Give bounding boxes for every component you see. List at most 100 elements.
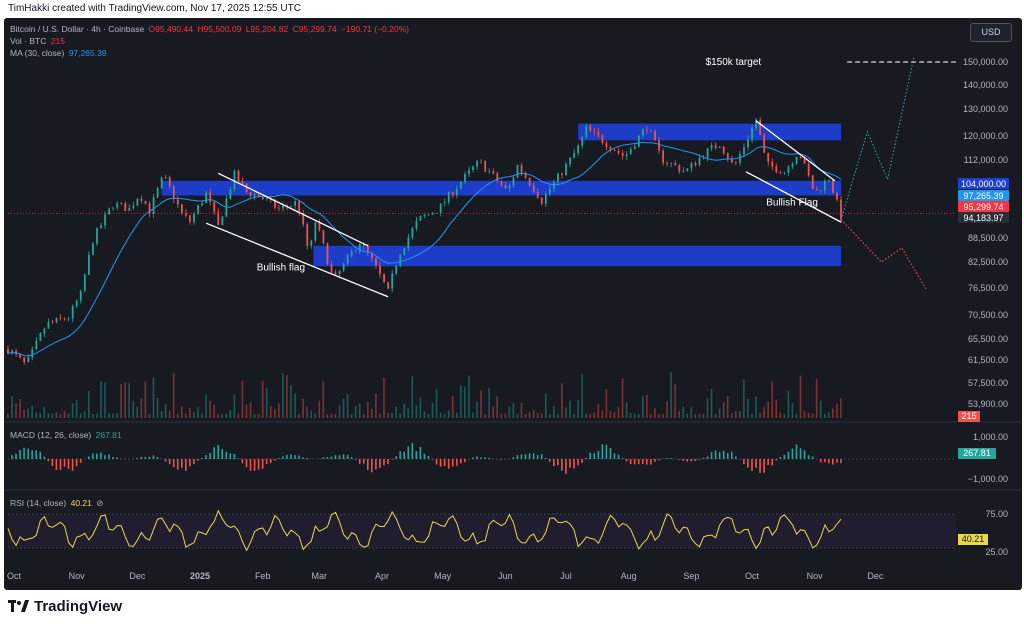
macd-bar (419, 446, 422, 459)
volume-bar (128, 383, 131, 418)
macd-bar (172, 459, 175, 468)
macd-bar (682, 459, 685, 461)
hide-eye-icon[interactable]: ⊘ (96, 498, 104, 508)
chart-panel[interactable]: Bullish flag Bullish Flag $150k target 150… (4, 18, 1022, 590)
candle-body (698, 157, 701, 165)
macd-bar (383, 459, 385, 466)
macd-bar (371, 459, 373, 473)
macd-bar (221, 449, 224, 459)
volume-bar (739, 411, 741, 418)
candle-body (136, 198, 139, 206)
bullish-projection-path (840, 57, 915, 220)
candle-body (63, 318, 66, 320)
volume-bar (646, 394, 648, 418)
volume-bar (7, 413, 9, 418)
volume-bar (217, 413, 219, 418)
rsi-line (7, 509, 842, 552)
macd-bar (476, 456, 478, 459)
volume-bar (787, 390, 790, 418)
candle-body (585, 126, 588, 137)
macd-bar (480, 457, 482, 459)
flag2-upper-line[interactable] (755, 120, 836, 182)
macd-bar (577, 459, 579, 466)
volume-bar (314, 413, 317, 418)
macd-bar (460, 459, 462, 464)
macd-bar (787, 451, 790, 459)
candle-body (403, 248, 406, 256)
macd-bar (112, 457, 114, 459)
candle-body (318, 222, 321, 231)
volume-bar (338, 405, 341, 418)
volume-bar (358, 403, 361, 418)
price-axis: 150,000.00 140,000.00 130,000.00 120,000.00… (958, 57, 1009, 557)
macd-bar (282, 456, 284, 459)
macd-bar (346, 454, 349, 459)
candle-body (375, 258, 377, 266)
volume-bar (136, 406, 139, 418)
macd-bar (573, 459, 575, 469)
macd-bar (553, 459, 555, 467)
macd-bar (540, 454, 543, 459)
zone-0 (161, 180, 842, 196)
volume-bar (447, 410, 450, 418)
candle-body (326, 243, 329, 265)
macd-bar (338, 455, 341, 459)
candle-body (383, 274, 385, 283)
price-tick-label: 120,000.00 (963, 131, 1008, 141)
candle-body (391, 273, 394, 289)
volume-bar (431, 402, 434, 418)
candle-body (528, 177, 531, 186)
candle-body (593, 130, 596, 132)
candle-body (613, 149, 616, 151)
candle-body (468, 169, 470, 175)
volume-bar (524, 413, 527, 418)
volume-bar (399, 413, 401, 418)
volume-bar (609, 410, 612, 418)
candle-body (783, 172, 786, 174)
macd-bar (245, 459, 248, 468)
candle-body (185, 213, 187, 216)
macd-bar (763, 459, 765, 473)
macd-bar (306, 457, 308, 459)
flag1-lower-line[interactable] (205, 222, 389, 298)
macd-bar (666, 458, 668, 459)
candle-body (395, 265, 398, 274)
volume-legend: Vol · BTC 215 (10, 36, 65, 46)
volume-bar (799, 375, 802, 418)
flag1-upper-line[interactable] (217, 172, 369, 247)
chart-canvas[interactable]: Bullish flag Bullish Flag $150k target 150… (4, 18, 1022, 590)
macd-bar (269, 459, 272, 463)
macd-bar (569, 459, 571, 468)
macd-bar (59, 459, 62, 471)
volume-bar (298, 413, 300, 418)
macd-bar (298, 455, 300, 459)
candle-body (654, 131, 656, 140)
volume-bars (7, 372, 842, 418)
macd-bar (136, 458, 139, 459)
candle-body (658, 139, 660, 151)
price-badge (958, 190, 1009, 201)
macd-bar (358, 459, 361, 464)
volume-bar (763, 406, 765, 418)
macd-bar (722, 450, 725, 459)
macd-bar (152, 455, 155, 459)
candle-body (455, 188, 458, 196)
macd-bar (807, 455, 810, 459)
candle-body (443, 202, 446, 204)
currency-button[interactable]: USD (970, 23, 1012, 42)
volume-bar (621, 378, 624, 418)
volume-bar (47, 413, 50, 418)
flag2-lower-line[interactable] (745, 171, 842, 223)
volume-bar (803, 410, 806, 418)
macd-bar (180, 459, 183, 468)
candle-body (108, 208, 110, 215)
candle-body (577, 145, 580, 154)
candle-body (128, 207, 131, 211)
candle-body (180, 204, 183, 214)
volume-bar (718, 408, 721, 418)
macd-bar (488, 457, 490, 459)
price-tick-label: 53,900.00 (968, 399, 1008, 409)
candle-body (726, 153, 729, 160)
candle-body (23, 357, 26, 363)
candle-body (464, 174, 466, 183)
